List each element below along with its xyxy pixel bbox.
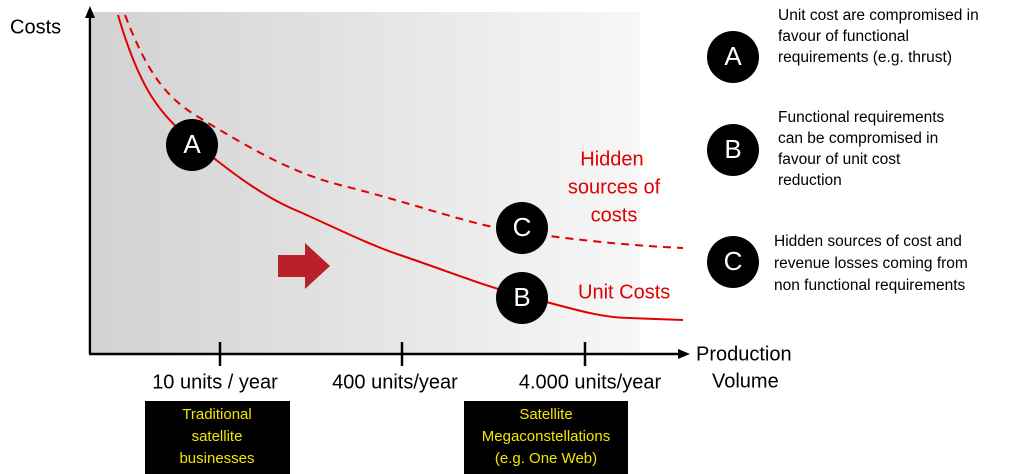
direction-arrow: [278, 243, 330, 289]
legend-text: can be compromised in: [778, 130, 938, 147]
curve-label: Hidden: [580, 148, 643, 170]
marker-letter: C: [513, 212, 532, 242]
legend-text: reduction: [778, 172, 842, 189]
box-text: satellite: [192, 428, 243, 445]
legend-text: favour of unit cost: [778, 151, 901, 168]
legend-text: Functional requirements: [778, 109, 945, 126]
legend-text: Hidden sources of cost and: [774, 233, 962, 250]
box: [464, 401, 628, 474]
box-text: businesses: [179, 450, 254, 467]
legend-marker: [707, 236, 759, 288]
x-marker: 400 units/year: [332, 371, 458, 393]
x-axis-label: Volume: [712, 370, 779, 392]
box-text: Satellite: [519, 406, 572, 423]
curve-label: costs: [591, 204, 638, 226]
hidden-cost-curve: [124, 14, 684, 249]
legend-text: favour of functional: [778, 28, 909, 45]
marker-letter: B: [513, 282, 530, 312]
legend-text: Unit cost are compromised in: [778, 7, 979, 24]
marker: [496, 272, 548, 324]
legend-text: revenue losses coming from: [774, 255, 968, 272]
y-arrow: [85, 6, 95, 18]
legend-marker: [707, 124, 759, 176]
legend-marker: [707, 31, 759, 83]
x-marker: 4.000 units/year: [519, 371, 662, 393]
legend-text: non functional requirements: [774, 277, 966, 294]
box: [145, 401, 290, 474]
marker: [496, 202, 548, 254]
legend-letter: A: [724, 41, 742, 71]
box-text: Traditional: [182, 406, 251, 423]
x-arrow: [678, 349, 690, 359]
marker: [166, 119, 218, 171]
background: [92, 12, 640, 353]
x-axis-label: Production: [696, 343, 792, 365]
curve-label: sources of: [568, 176, 661, 198]
box-text: Megaconstellations: [482, 428, 610, 445]
legend-letter: B: [724, 134, 741, 164]
legend-text: requirements (e.g. thrust): [778, 49, 952, 66]
box-text: (e.g. One Web): [495, 450, 597, 467]
curve-label: Unit Costs: [578, 281, 670, 303]
marker-letter: A: [183, 129, 201, 159]
x-marker: 10 units / year: [152, 371, 278, 393]
legend-letter: C: [724, 246, 743, 276]
y-axis-label: Costs: [10, 16, 61, 38]
